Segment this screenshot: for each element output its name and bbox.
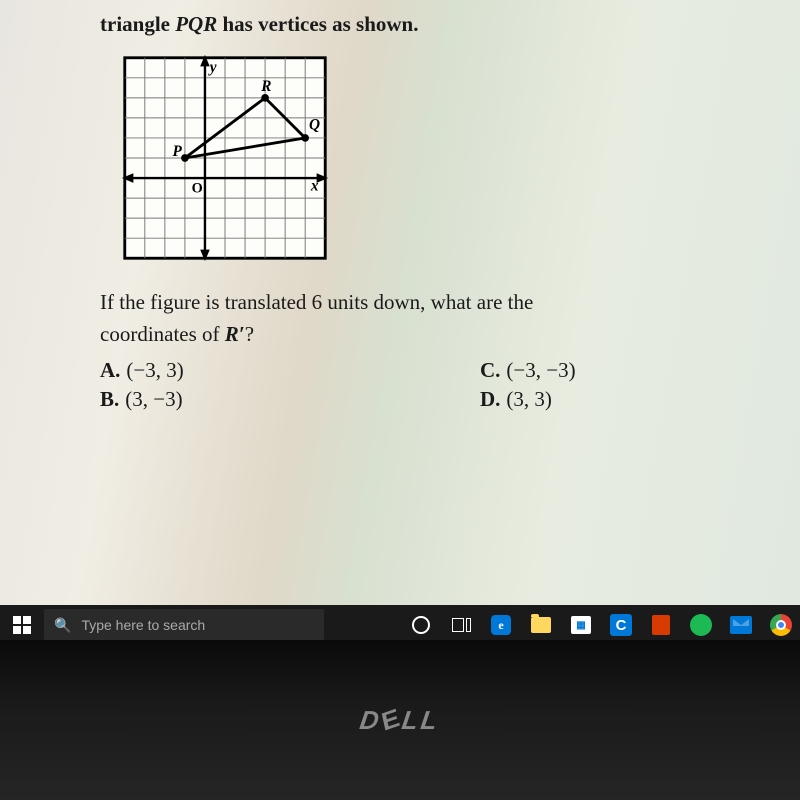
- edge-button[interactable]: e: [482, 605, 520, 645]
- choice-a[interactable]: A.(−3, 3): [100, 358, 400, 383]
- svg-text:x: x: [310, 177, 319, 194]
- choice-d[interactable]: D.(3, 3): [480, 387, 780, 412]
- choice-d-label: D.: [480, 387, 500, 411]
- question-container: triangle PQR has vertices as shown.: [0, 0, 800, 432]
- app-c-button[interactable]: C: [602, 605, 640, 645]
- answer-choices: A.(−3, 3) C.(−3, −3) B.(3, −3) D.(3, 3): [100, 358, 740, 412]
- store-icon: ▦: [571, 616, 591, 634]
- mail-button[interactable]: [722, 605, 760, 645]
- spotify-button[interactable]: [682, 605, 720, 645]
- search-placeholder: Type here to search: [81, 617, 205, 633]
- chrome-icon: [770, 614, 792, 636]
- chrome-button[interactable]: [762, 605, 800, 645]
- prompt-line2-pre: coordinates of: [100, 322, 225, 346]
- task-view-icon: [452, 618, 471, 632]
- choice-b-text: (3, −3): [125, 387, 182, 411]
- spotify-icon: [690, 614, 712, 636]
- choice-b[interactable]: B.(3, −3): [100, 387, 400, 412]
- choice-c[interactable]: C.(−3, −3): [480, 358, 780, 383]
- intro-text-post: has vertices as shown.: [217, 12, 418, 36]
- search-icon: 🔍: [54, 617, 71, 634]
- cortana-button[interactable]: [402, 605, 440, 645]
- svg-text:P: P: [173, 143, 183, 160]
- choice-b-label: B.: [100, 387, 119, 411]
- prompt-variable: R′: [225, 322, 245, 346]
- svg-text:O: O: [192, 180, 203, 196]
- office-icon: [652, 615, 670, 635]
- dell-logo: DELL: [358, 705, 442, 736]
- svg-text:y: y: [208, 59, 217, 76]
- prompt-line1: If the figure is translated 6 units down…: [100, 290, 533, 314]
- windows-icon: [13, 616, 31, 634]
- start-button[interactable]: [0, 605, 44, 645]
- prompt-line2-post: ?: [245, 322, 254, 346]
- choice-c-text: (−3, −3): [506, 358, 575, 382]
- taskbar-search[interactable]: 🔍 Type here to search: [44, 609, 324, 641]
- coordinate-graph: y x O P Q R: [120, 53, 330, 263]
- explorer-button[interactable]: [522, 605, 560, 645]
- question-intro: triangle PQR has vertices as shown.: [100, 12, 740, 37]
- c-icon: C: [610, 614, 632, 636]
- choice-d-text: (3, 3): [506, 387, 552, 411]
- intro-variable: PQR: [175, 12, 217, 36]
- mail-icon: [730, 616, 752, 634]
- choice-c-label: C.: [480, 358, 500, 382]
- choice-a-text: (−3, 3): [126, 358, 183, 382]
- svg-text:R: R: [260, 78, 271, 95]
- laptop-bezel: DELL: [0, 640, 800, 800]
- task-view-button[interactable]: [442, 605, 480, 645]
- office-button[interactable]: [642, 605, 680, 645]
- store-button[interactable]: ▦: [562, 605, 600, 645]
- folder-icon: [531, 617, 551, 633]
- prompt-text: If the figure is translated 6 units down…: [100, 287, 740, 350]
- windows-taskbar: 🔍 Type here to search e ▦ C: [0, 605, 800, 645]
- choice-a-label: A.: [100, 358, 120, 382]
- taskbar-apps: e ▦ C: [402, 605, 800, 645]
- edge-icon: e: [491, 615, 511, 635]
- intro-text-pre: triangle: [100, 12, 175, 36]
- cortana-icon: [412, 616, 430, 634]
- svg-text:Q: Q: [309, 116, 320, 133]
- screen-content-area: triangle PQR has vertices as shown.: [0, 0, 800, 650]
